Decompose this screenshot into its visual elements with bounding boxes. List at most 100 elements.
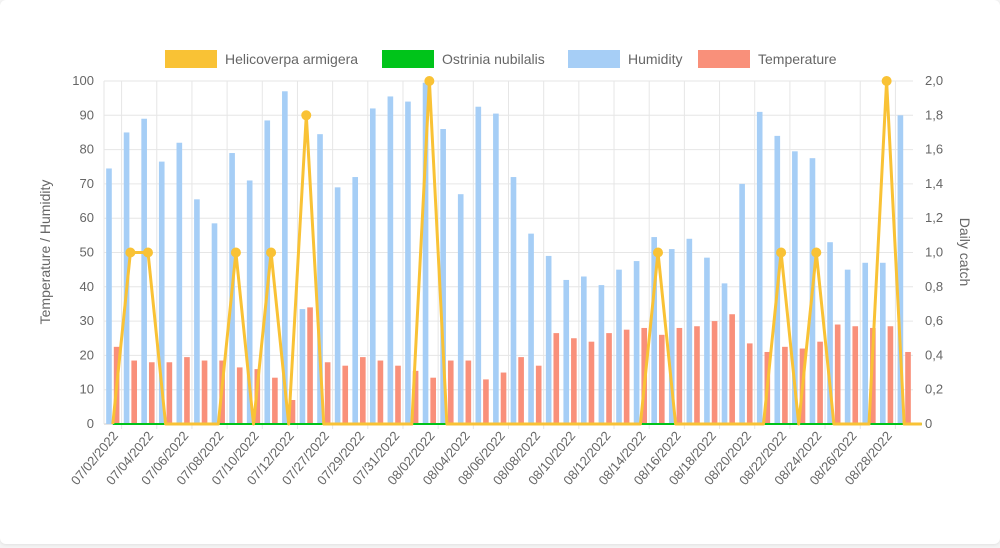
helicoverpa-armigera-point [652, 247, 663, 258]
helicoverpa-armigera-point [424, 76, 435, 86]
humidity-bar [457, 194, 464, 424]
temperature-bar [676, 327, 683, 424]
y-left-tick-label: 100 [72, 73, 94, 88]
y-axis-right-title: Daily catch [957, 218, 973, 286]
humidity-bar [141, 118, 147, 424]
legend-label[interactable]: Ostrinia nubilalis [442, 51, 545, 67]
legend: Helicoverpa armigera Ostrinia nubilalis Hu… [165, 50, 837, 68]
humidity-bar [352, 177, 359, 424]
temperature-bar [184, 357, 190, 424]
humidity-bar [317, 134, 323, 425]
legend-swatch[interactable] [568, 50, 620, 68]
temperature-bar [324, 362, 331, 424]
y-right-tick-label: 1,6 [925, 142, 943, 157]
humidity-bar [897, 115, 904, 425]
humidity-bar [616, 269, 622, 424]
humidity-bar [581, 276, 587, 424]
helicoverpa-armigera-point [142, 247, 153, 258]
humidity-bar [194, 199, 200, 424]
y-left-tick-label: 90 [80, 107, 94, 122]
humidity-bar [440, 129, 446, 424]
legend-label[interactable]: Humidity [628, 51, 682, 67]
legend-swatch[interactable] [382, 50, 434, 68]
humidity-bar [493, 113, 499, 425]
y-right-tick-label: 1,4 [925, 176, 943, 191]
humidity-bar [704, 257, 710, 424]
humidity-bar [633, 261, 640, 424]
humidity-bar [106, 168, 112, 424]
temperature-bar [483, 379, 489, 424]
temperature-bar [289, 399, 296, 424]
temperature-bar [148, 362, 155, 424]
y-axis-left-title: Temperature / Humidity [37, 180, 53, 325]
y-right-tick-label: 0 [925, 416, 932, 431]
grid-lines [103, 80, 913, 429]
temperature-bar [465, 360, 472, 424]
temperature-bar [834, 324, 841, 424]
temperature-bar [166, 362, 173, 424]
helicoverpa-armigera-point [881, 76, 892, 86]
helicoverpa-armigera-line [111, 79, 922, 426]
temperature-bar [623, 329, 630, 424]
humidity-bar [405, 101, 411, 424]
humidity-bar [475, 106, 482, 424]
temperature-bar [711, 321, 718, 424]
y-axis-left: 0 10 20 30 40 50 60 70 80 90 100 [72, 73, 94, 431]
humidity-bar [879, 262, 886, 424]
humidity-bar [387, 96, 394, 424]
humidity-bar [545, 255, 552, 424]
humidity-bar [176, 142, 183, 425]
humidity-bar [756, 111, 763, 425]
temperature-bar [782, 346, 788, 424]
temperature-bar [887, 326, 894, 424]
humidity-bar [827, 242, 833, 424]
humidity-bar [510, 177, 517, 424]
legend-swatch[interactable] [165, 50, 217, 68]
y-left-tick-label: 60 [80, 210, 94, 225]
y-left-tick-label: 30 [80, 313, 94, 328]
temperature-bar [729, 314, 735, 424]
helicoverpa-armigera-point [125, 247, 136, 258]
humidity-bar [422, 82, 429, 424]
temperature-bar [272, 377, 278, 424]
temperature-bar [606, 333, 612, 424]
temperature-bar [588, 341, 595, 424]
humidity-bar [792, 151, 798, 424]
humidity-bar [264, 120, 271, 424]
humidity-bar [739, 183, 745, 424]
y-left-tick-label: 70 [80, 176, 94, 191]
temperature-bar [430, 377, 436, 424]
line-series [111, 76, 922, 426]
legend-label[interactable]: Temperature [758, 51, 837, 67]
y-right-tick-label: 2,0 [925, 73, 943, 88]
humidity-bar [246, 180, 253, 424]
humidity-bar [299, 309, 306, 424]
y-right-tick-label: 1,8 [925, 107, 943, 122]
humidity-bar [686, 238, 693, 424]
humidity-bar [528, 233, 534, 424]
temperature-bar [905, 351, 911, 424]
y-left-tick-label: 10 [80, 382, 94, 397]
helicoverpa-armigera-point [776, 247, 787, 258]
humidity-bar [862, 262, 869, 424]
humidity-bar [668, 249, 675, 424]
temperature-bar [395, 365, 401, 424]
temperature-bar [817, 341, 823, 424]
temperature-bar [342, 365, 349, 424]
y-right-tick-label: 1,2 [925, 210, 943, 225]
helicoverpa-armigera-point [230, 247, 241, 258]
humidity-bar [651, 237, 657, 424]
y-left-tick-label: 40 [80, 279, 94, 294]
y-left-tick-label: 50 [80, 245, 94, 260]
temperature-bar [412, 370, 419, 424]
temperature-bar [746, 343, 753, 424]
humidity-bar [563, 279, 570, 424]
legend-label[interactable]: Helicoverpa armigera [225, 51, 358, 67]
humidity-bar [844, 269, 851, 424]
temperature-bar [201, 360, 208, 424]
temperature-bar [447, 360, 454, 424]
humidity-bar [598, 285, 605, 424]
y-left-tick-label: 80 [80, 142, 94, 157]
temperature-bar [518, 357, 524, 424]
legend-swatch[interactable] [698, 50, 750, 68]
